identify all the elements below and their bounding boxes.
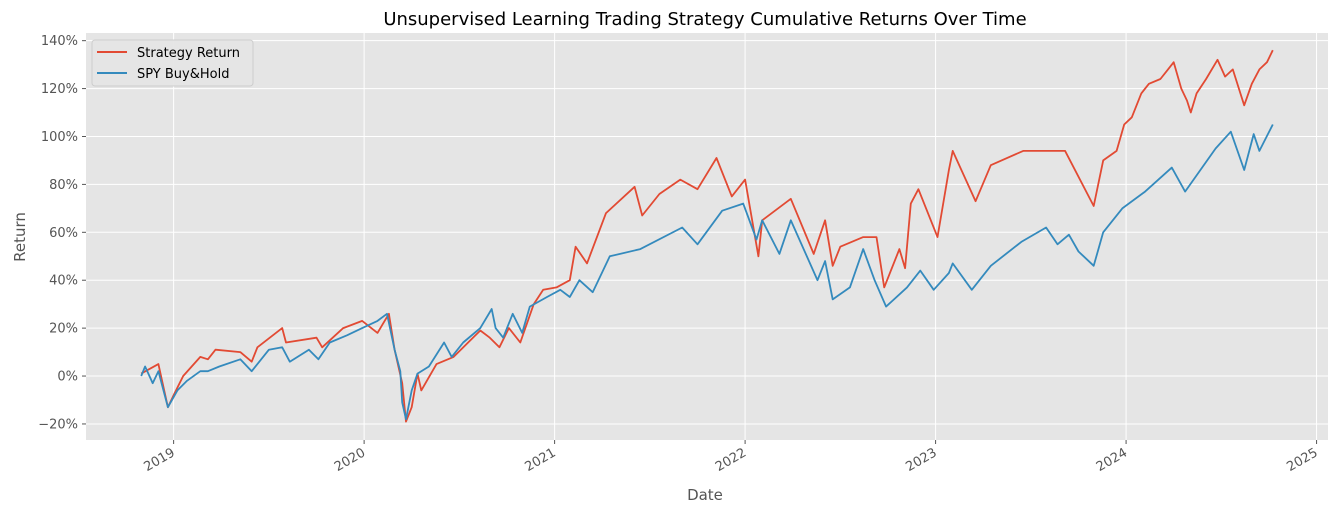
x-tick-label: 2024 bbox=[1094, 445, 1130, 475]
plot-background bbox=[86, 33, 1328, 440]
legend-label-spy: SPY Buy&Hold bbox=[137, 67, 229, 82]
y-tick-label: 80% bbox=[49, 178, 78, 193]
y-tick-label: 120% bbox=[41, 82, 78, 97]
y-axis: −20% 0% 20% 40% 60% 80% 100% 120% 140% bbox=[38, 34, 86, 432]
series-lines bbox=[140, 49, 1274, 423]
x-tick-label: 2020 bbox=[332, 445, 368, 475]
strategy-return-line bbox=[140, 49, 1274, 423]
chart-title: Unsupervised Learning Trading Strategy C… bbox=[383, 9, 1026, 30]
y-tick-label: 40% bbox=[49, 274, 78, 289]
y-tick-label: 60% bbox=[49, 226, 78, 241]
legend: Strategy Return SPY Buy&Hold bbox=[91, 39, 254, 87]
y-tick-label: 0% bbox=[57, 370, 78, 385]
y-tick-label: 100% bbox=[41, 130, 78, 145]
x-tick-label: 2022 bbox=[713, 445, 749, 475]
y-tick-label: −20% bbox=[38, 417, 78, 432]
y-tick-label: 140% bbox=[41, 34, 78, 49]
y-axis-label: Return bbox=[11, 212, 29, 262]
x-tick-label: 2021 bbox=[522, 445, 558, 475]
grid bbox=[86, 33, 1328, 440]
spy-buy-hold-line bbox=[140, 124, 1274, 421]
x-tick-label: 2023 bbox=[903, 445, 939, 475]
y-tick-label: 20% bbox=[49, 322, 78, 337]
x-axis-label: Date bbox=[687, 486, 723, 504]
x-tick-label: 2025 bbox=[1284, 445, 1320, 475]
x-tick-label: 2019 bbox=[141, 445, 177, 475]
legend-label-strategy: Strategy Return bbox=[137, 46, 240, 61]
x-axis: 2019 2020 2021 2022 2023 2024 2025 bbox=[141, 440, 1321, 475]
